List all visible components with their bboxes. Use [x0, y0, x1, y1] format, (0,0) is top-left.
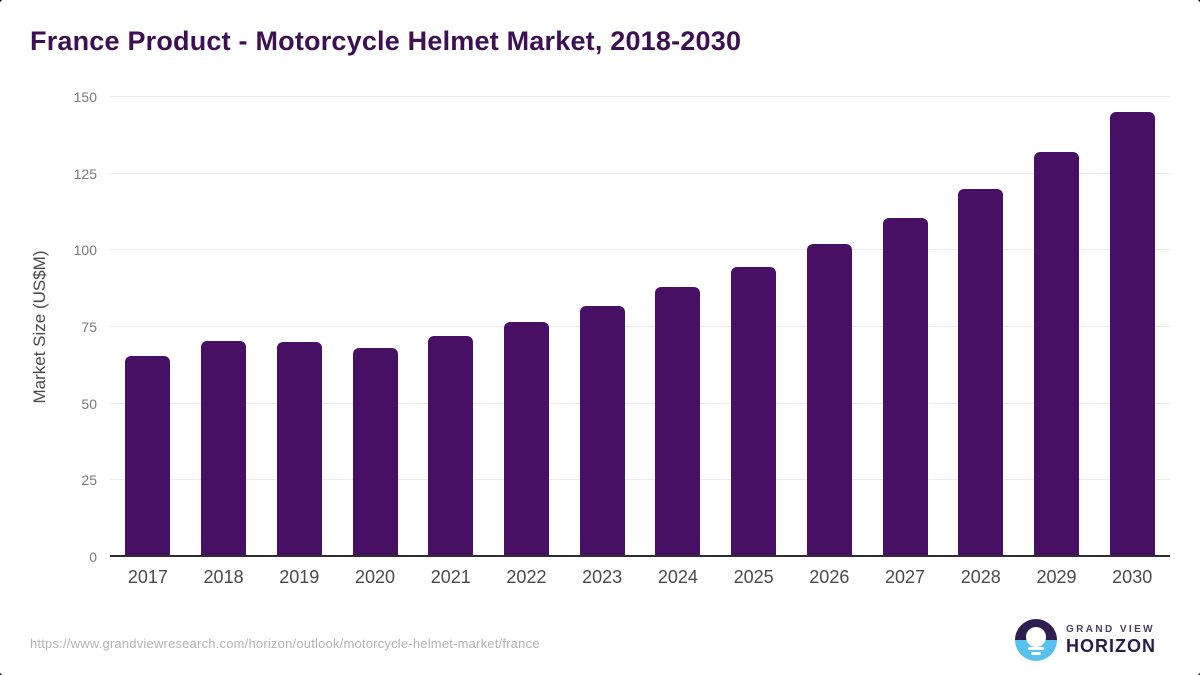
bar-slot-2027 — [867, 97, 943, 557]
gridline-100 — [110, 249, 1170, 251]
x-tick-label-2027: 2027 — [885, 567, 926, 587]
bars-row — [110, 97, 1170, 557]
x-tick-label-2020: 2020 — [354, 567, 396, 587]
x-tick-label-2024: 2024 — [657, 567, 698, 587]
gridline-125 — [110, 172, 1170, 174]
gridline-150 — [110, 96, 1170, 97]
bar-2020[interactable] — [352, 348, 398, 557]
bar-2030[interactable] — [1109, 112, 1155, 557]
card-corner-top-right — [1193, 0, 1200, 7]
bar-slot-2025 — [716, 97, 792, 557]
bar-slot-2021 — [413, 97, 489, 557]
gridline-50 — [110, 402, 1170, 404]
bar-slot-2029 — [1019, 97, 1095, 557]
bar-2019[interactable] — [276, 342, 322, 557]
y-axis-title: Market Size (US$M) — [30, 250, 49, 404]
x-tick-label-2018: 2018 — [203, 567, 244, 587]
horizon-sunrise-icon — [1015, 619, 1057, 661]
x-axis-tick-labels: 2017 2018 2019 2020 2021 2022 2023 2024 2025 2026… — [110, 567, 1170, 588]
bar-2025[interactable] — [731, 267, 777, 557]
bar-slot-2026 — [791, 97, 867, 557]
y-tick-label-0: 0 — [89, 549, 97, 565]
x-axis-line — [110, 555, 1170, 557]
card-corner-bottom-left — [0, 668, 7, 675]
y-tick-label-125: 125 — [73, 165, 97, 182]
card-corner-top-left — [0, 0, 7, 7]
x-tick-label-2029: 2029 — [1036, 567, 1077, 587]
plot-area: 0 25 50 75 100 125 150 2017 2018 2019 2020 2021 202… — [74, 89, 1170, 587]
bar-2027[interactable] — [882, 218, 928, 557]
x-tick-label-2022: 2022 — [506, 567, 547, 587]
x-tick-label-2023: 2023 — [582, 567, 623, 587]
bar-slot-2030 — [1094, 97, 1170, 557]
logo-text: GRAND VIEW HORIZON — [1066, 624, 1156, 657]
gridline-75 — [110, 326, 1170, 327]
bar-2018[interactable] — [201, 340, 247, 557]
source-url: https://www.grandviewresearch.com/horizo… — [30, 636, 540, 651]
x-tick-label-2021: 2021 — [430, 567, 471, 587]
bar-2021[interactable] — [428, 336, 474, 557]
bar-2023[interactable] — [579, 305, 625, 557]
x-tick-label-2030: 2030 — [1112, 567, 1153, 587]
logo-horizon-text: HORIZON — [1066, 635, 1156, 656]
bar-2028[interactable] — [958, 189, 1004, 557]
bar-slot-2020 — [337, 97, 413, 557]
bar-2029[interactable] — [1033, 152, 1079, 557]
bar-slot-2028 — [943, 97, 1019, 557]
bar-slot-2019 — [261, 97, 337, 557]
x-tick-label-2026: 2026 — [809, 567, 850, 587]
x-tick-label-2017: 2017 — [127, 567, 168, 587]
y-tick-label-75: 75 — [81, 319, 97, 335]
y-tick-label-150: 150 — [73, 89, 97, 105]
logo-grand-view-text: GRAND VIEW — [1066, 623, 1155, 635]
gridline-25 — [110, 479, 1170, 481]
x-tick-label-2019: 2019 — [279, 567, 320, 587]
bar-2024[interactable] — [655, 287, 701, 557]
bar-2022[interactable] — [503, 322, 549, 557]
bar-slot-2024 — [640, 97, 716, 557]
x-tick-label-2028: 2028 — [960, 567, 1001, 587]
grandview-horizon-logo: GRAND VIEW HORIZON — [1015, 619, 1156, 661]
y-tick-label-100: 100 — [73, 242, 97, 259]
card-corner-bottom-right — [1193, 668, 1200, 675]
bar-slot-2023 — [564, 97, 640, 557]
bar-slot-2017 — [110, 97, 186, 557]
x-tick-label-2025: 2025 — [733, 567, 774, 587]
bar-2026[interactable] — [806, 244, 852, 557]
bar-slot-2022 — [489, 97, 565, 557]
y-tick-label-50: 50 — [81, 395, 97, 412]
bar-2017[interactable] — [125, 356, 171, 557]
chart-title: France Product - Motorcycle Helmet Marke… — [30, 26, 742, 56]
y-tick-label-25: 25 — [81, 472, 97, 489]
bar-slot-2018 — [186, 97, 262, 557]
